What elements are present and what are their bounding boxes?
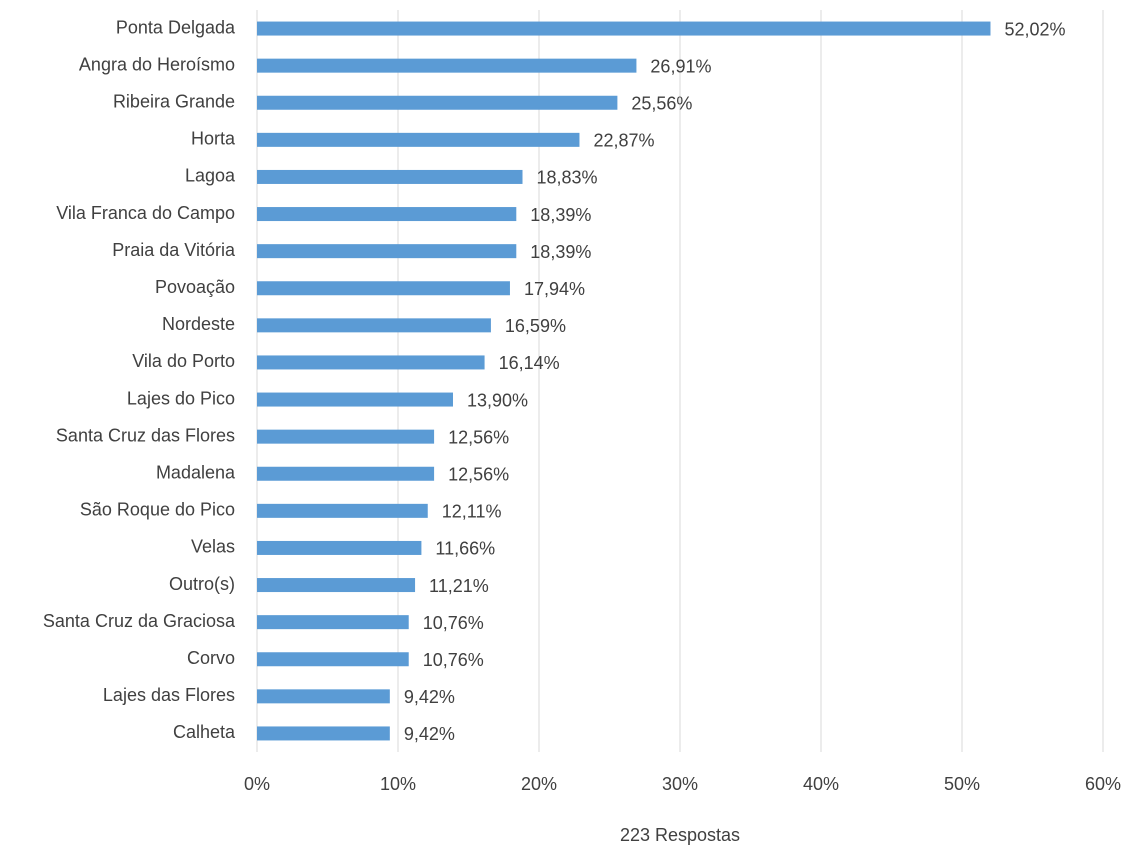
bar xyxy=(257,429,435,444)
data-label: 11,21% xyxy=(429,576,489,596)
x-tick-label: 40% xyxy=(803,774,839,794)
data-label: 18,39% xyxy=(530,205,591,225)
bar xyxy=(257,244,517,259)
y-tick-label: Madalena xyxy=(156,463,236,483)
x-tick-label: 0% xyxy=(244,774,270,794)
x-tick-label: 30% xyxy=(662,774,698,794)
data-label: 52,02% xyxy=(1004,19,1065,39)
data-label: 10,76% xyxy=(423,650,484,670)
y-tick-label: Horta xyxy=(191,129,236,149)
bar xyxy=(257,540,422,555)
y-tick-label: Santa Cruz da Graciosa xyxy=(43,611,236,631)
data-label: 25,56% xyxy=(631,94,692,114)
y-tick-label: São Roque do Pico xyxy=(80,500,235,520)
data-label: 9,42% xyxy=(404,687,455,707)
data-label: 13,90% xyxy=(467,390,528,410)
y-tick-label: Praia da Vitória xyxy=(112,240,236,260)
data-label: 9,42% xyxy=(404,724,455,744)
y-tick-label: Ribeira Grande xyxy=(113,92,235,112)
y-tick-label: Velas xyxy=(191,537,235,557)
y-tick-label: Nordeste xyxy=(162,314,235,334)
y-tick-label: Ponta Delgada xyxy=(116,17,236,37)
y-tick-label: Lajes do Pico xyxy=(127,388,235,408)
bar xyxy=(257,726,390,741)
data-label: 26,91% xyxy=(650,56,711,76)
bar xyxy=(257,95,618,110)
bar xyxy=(257,169,523,184)
x-tick-label: 20% xyxy=(521,774,557,794)
bar xyxy=(257,652,409,667)
x-axis-label: 223 Respostas xyxy=(620,825,740,845)
y-tick-label: Angra do Heroísmo xyxy=(79,54,235,74)
bar xyxy=(257,318,491,333)
y-tick-label: Calheta xyxy=(173,722,236,742)
y-tick-label: Povoação xyxy=(155,277,235,297)
data-label: 12,11% xyxy=(442,502,502,522)
data-label: 16,59% xyxy=(505,316,566,336)
bar xyxy=(257,392,453,407)
y-tick-label: Vila do Porto xyxy=(132,351,235,371)
bar xyxy=(257,58,637,73)
bar xyxy=(257,503,428,518)
x-tick-label: 50% xyxy=(944,774,980,794)
bar xyxy=(257,207,517,222)
data-label: 10,76% xyxy=(423,613,484,633)
data-label: 17,94% xyxy=(524,279,585,299)
bar xyxy=(257,615,409,630)
x-tick-label: 60% xyxy=(1085,774,1121,794)
y-tick-label: Vila Franca do Campo xyxy=(56,203,235,223)
bar xyxy=(257,21,991,36)
bar xyxy=(257,466,435,481)
bar xyxy=(257,689,390,704)
y-tick-label: Outro(s) xyxy=(169,574,235,594)
bar xyxy=(257,281,510,296)
y-tick-label: Santa Cruz das Flores xyxy=(56,425,235,445)
data-label: 22,87% xyxy=(593,131,654,151)
y-tick-label: Lajes das Flores xyxy=(103,685,235,705)
data-label: 18,83% xyxy=(537,168,598,188)
bar xyxy=(257,578,416,593)
x-tick-label: 10% xyxy=(380,774,416,794)
bar xyxy=(257,132,580,147)
data-label: 18,39% xyxy=(530,242,591,262)
y-tick-label: Corvo xyxy=(187,648,235,668)
bar xyxy=(257,355,485,370)
data-label: 16,14% xyxy=(499,353,560,373)
y-tick-label: Lagoa xyxy=(185,166,236,186)
data-label: 12,56% xyxy=(448,465,509,485)
data-label: 11,66% xyxy=(435,539,495,559)
data-label: 12,56% xyxy=(448,427,509,447)
